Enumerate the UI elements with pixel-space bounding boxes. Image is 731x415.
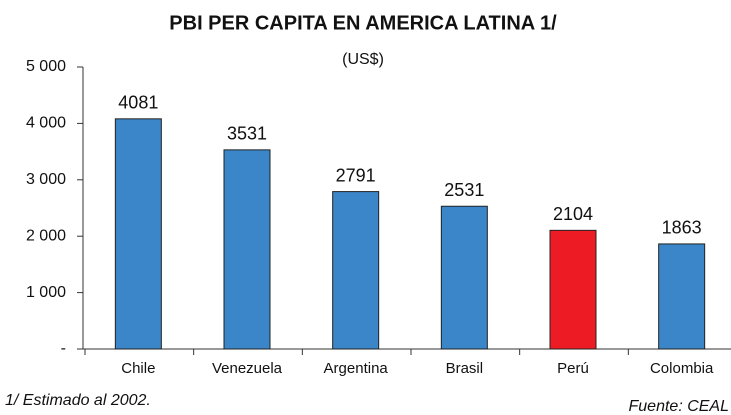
footnote: 1/ Estimado al 2002. — [5, 392, 151, 409]
bar — [332, 191, 380, 350]
y-tick-label: 1 000 — [26, 284, 66, 301]
y-tick-label: - — [61, 340, 66, 357]
x-tick-label: Colombia — [650, 360, 714, 377]
value-label: 2104 — [553, 204, 593, 224]
y-tick-label: 3 000 — [26, 171, 66, 188]
bar — [658, 243, 706, 350]
y-tick-label: 4 000 — [26, 115, 66, 132]
x-tick-label: Perú — [557, 360, 589, 377]
x-tick-label: Argentina — [324, 360, 389, 377]
chart-title: PBI PER CAPITA EN AMERICA LATINA 1/ — [169, 12, 557, 34]
source: Fuente: CEAL — [629, 398, 730, 415]
bar — [223, 149, 271, 350]
value-label: 2791 — [336, 165, 376, 185]
x-tick-label: Chile — [121, 360, 155, 377]
x-tick-label: Venezuela — [212, 360, 283, 377]
y-tick-label: 5 000 — [26, 58, 66, 75]
y-tick-label: 2 000 — [26, 227, 66, 244]
x-tick-label: Brasil — [446, 360, 484, 377]
value-label: 4081 — [118, 93, 158, 113]
value-label: 1863 — [662, 218, 702, 238]
bar — [114, 118, 162, 350]
chart-subtitle: (US$) — [342, 51, 384, 68]
value-label: 2531 — [444, 180, 484, 200]
value-label: 3531 — [227, 124, 267, 144]
bar — [549, 229, 597, 350]
bar — [440, 205, 488, 350]
